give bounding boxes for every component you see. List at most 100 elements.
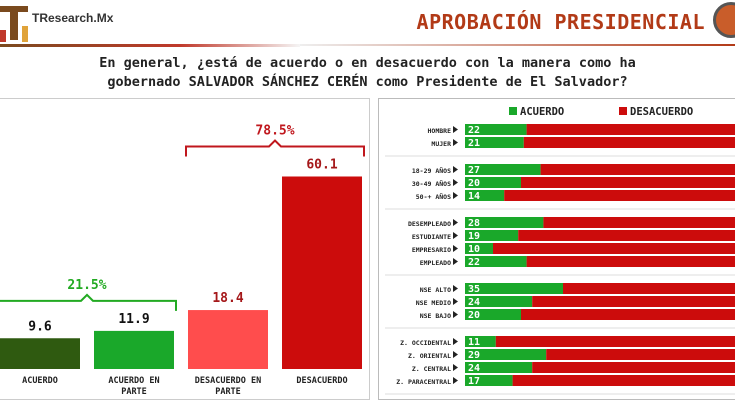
segment-value-label: 24 — [468, 363, 480, 374]
bar — [282, 176, 362, 369]
desacuerdo-bar — [526, 124, 735, 135]
desacuerdo-bar — [512, 375, 735, 386]
acuerdo-bar — [465, 137, 524, 148]
approval-bar-chart-panel: 9.6 ACUERDO 11.9 ACUERDO EN PARTE 18.4 DESACUE… — [0, 98, 370, 400]
acuerdo-bar — [465, 177, 521, 188]
segment-value-label: 28 — [468, 218, 480, 229]
desacuerdo-bar — [504, 190, 735, 201]
segment-label: NSE ALTO — [420, 286, 451, 294]
acuerdo-bar — [465, 217, 544, 228]
arrow-marker-icon — [453, 179, 458, 186]
acuerdo-bar — [465, 336, 496, 347]
arrow-marker-icon — [453, 364, 458, 371]
arrow-marker-icon — [453, 232, 458, 239]
acuerdo-bar — [465, 309, 521, 320]
legend-label: DESACUERDO — [630, 106, 693, 118]
bar — [0, 338, 80, 369]
desacuerdo-bar — [518, 230, 735, 241]
group-total-label: 78.5% — [255, 123, 294, 138]
arrow-marker-icon — [453, 298, 458, 305]
page-title: APROBACIÓN PRESIDENCIAL — [416, 10, 705, 34]
arrow-marker-icon — [453, 126, 458, 133]
segment-label: 18-29 AÑOS — [412, 166, 451, 175]
brand-logo-icon — [0, 6, 28, 42]
acuerdo-bar — [465, 190, 505, 201]
segment-value-label: 10 — [468, 244, 480, 255]
brand-divider — [0, 44, 300, 47]
category-label: DESACUERDO EN — [195, 376, 262, 386]
segment-label: Z. OCCIDENTAL — [400, 339, 451, 347]
legend-label: ACUERDO — [520, 106, 564, 118]
segment-label: ESTUDIANTE — [412, 233, 451, 241]
segment-label: Z. ORIENTAL — [408, 352, 451, 360]
group-bracket — [185, 139, 365, 157]
bar-value-label: 9.6 — [28, 319, 52, 334]
acuerdo-bar — [465, 256, 527, 267]
acuerdo-bar — [465, 349, 547, 360]
desacuerdo-bar — [532, 296, 735, 307]
arrow-marker-icon — [453, 219, 458, 226]
segment-value-label: 24 — [468, 297, 480, 308]
desacuerdo-bar — [521, 177, 735, 188]
arrow-marker-icon — [453, 139, 458, 146]
acuerdo-bar — [465, 362, 533, 373]
avatar — [713, 2, 735, 38]
segment-value-label: 27 — [468, 165, 480, 176]
desacuerdo-bar — [495, 336, 735, 347]
legend-swatch — [509, 107, 517, 115]
segment-label: 50-+ AÑOS — [416, 192, 451, 201]
desacuerdo-bar — [546, 349, 735, 360]
bar — [94, 330, 174, 369]
arrow-marker-icon — [453, 192, 458, 199]
category-label: PARTE — [215, 387, 241, 397]
category-label: ACUERDO — [22, 376, 58, 386]
bar-value-label: 60.1 — [306, 157, 337, 172]
segment-label: NSE BAJO — [420, 312, 451, 320]
arrow-marker-icon — [453, 351, 458, 358]
question-line-1: En general, ¿está de acuerdo o en desacu… — [99, 55, 636, 71]
acuerdo-bar — [465, 375, 513, 386]
bar-value-label: 11.9 — [118, 312, 149, 327]
segment-label: NSE MEDIO — [416, 299, 451, 307]
desacuerdo-bar — [523, 137, 735, 148]
segment-label: HOMBRE — [428, 127, 452, 135]
brand-name: TResearch.Mx — [32, 11, 114, 25]
question-line-2: gobernado SALVADOR SÁNCHEZ CERÉN como Pr… — [107, 74, 628, 90]
desacuerdo-bar — [540, 164, 735, 175]
desacuerdo-bar — [543, 217, 735, 228]
segment-label: Z. PARACENTRAL — [396, 378, 451, 386]
segment-chart-panel: ACUERDO DESACUERDO HOMBRE 22 MUJER 21 18-29 AÑ… — [378, 98, 735, 405]
segment-label: EMPLEADO — [420, 259, 451, 267]
group-total-label: 21.5% — [67, 278, 106, 293]
acuerdo-bar — [465, 243, 493, 254]
arrow-marker-icon — [453, 311, 458, 318]
category-label: ACUERDO EN — [108, 376, 159, 386]
segment-value-label: 22 — [468, 257, 480, 268]
segment-value-label: 22 — [468, 125, 480, 136]
acuerdo-bar — [465, 230, 519, 241]
segment-value-label: 35 — [468, 284, 480, 295]
segment-value-label: 29 — [468, 350, 480, 361]
segment-value-label: 19 — [468, 231, 480, 242]
title-divider — [300, 44, 735, 46]
group-bracket — [0, 293, 177, 311]
category-label: DESACUERDO — [296, 376, 347, 386]
segment-value-label: 21 — [468, 138, 480, 149]
bar-value-label: 18.4 — [212, 291, 243, 306]
legend-swatch — [619, 107, 627, 115]
desacuerdo-bar — [563, 283, 735, 294]
segment-value-label: 17 — [468, 376, 480, 387]
segment-label: Z. CENTRAL — [412, 365, 451, 373]
acuerdo-bar — [465, 296, 533, 307]
arrow-marker-icon — [453, 166, 458, 173]
segment-value-label: 20 — [468, 178, 480, 189]
desacuerdo-bar — [493, 243, 735, 254]
category-label: PARTE — [121, 387, 147, 397]
desacuerdo-bar — [521, 309, 735, 320]
bar — [188, 310, 268, 369]
acuerdo-bar — [465, 164, 541, 175]
arrow-marker-icon — [453, 338, 458, 345]
desacuerdo-bar — [526, 256, 735, 267]
arrow-marker-icon — [453, 245, 458, 252]
